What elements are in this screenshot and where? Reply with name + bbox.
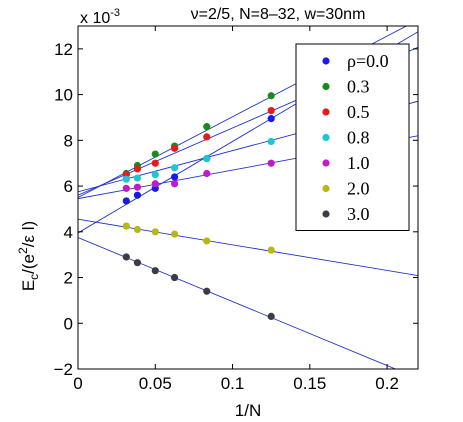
legend-marker [322, 82, 330, 91]
data-point [133, 183, 142, 191]
y-tick-label: 4 [64, 223, 73, 242]
legend-label: 1.0 [347, 153, 370, 173]
data-point [122, 253, 130, 261]
data-point [170, 273, 179, 282]
legend-marker [322, 184, 330, 193]
legend-label: 0.5 [347, 102, 370, 122]
data-point [133, 259, 142, 267]
legend-box [295, 43, 410, 231]
legend-label: 0.3 [347, 77, 370, 97]
data-point [151, 171, 159, 179]
exponent-power: -3 [110, 7, 120, 19]
y-tick-label: 6 [64, 177, 73, 196]
legend: ρ=0.0 0.3 0.5 0.8 1.0 2.0 3.0 [295, 43, 410, 231]
data-point [267, 115, 275, 123]
data-point [203, 287, 211, 295]
x-tick-label: 0.05 [139, 374, 172, 393]
y-tick-label: 10 [54, 86, 73, 105]
data-point [151, 267, 159, 275]
legend-label: 0.8 [347, 128, 370, 148]
y-tick-label: −2 [54, 360, 73, 379]
data-point [151, 180, 159, 188]
data-point [122, 222, 130, 230]
data-point [170, 180, 179, 188]
y-tick-label: 8 [64, 131, 73, 150]
data-point [203, 123, 211, 131]
y-tick-label: 12 [54, 40, 73, 59]
data-point [267, 107, 275, 115]
x-axis: 0 0.05 0.1 0.15 0.2 [73, 26, 399, 393]
data-point [133, 174, 142, 182]
data-point [122, 175, 130, 183]
data-point [203, 169, 211, 178]
data-point [170, 230, 179, 238]
data-point [267, 92, 275, 100]
data-point [267, 159, 275, 167]
x-tick-label: 0.1 [221, 374, 245, 393]
data-points [122, 92, 275, 321]
data-point [170, 164, 179, 172]
y-tick-label: 2 [64, 269, 73, 288]
data-point [133, 225, 142, 234]
x-axis-label: 1/N [235, 401, 261, 420]
data-point [203, 155, 211, 163]
y-tick-label: 0 [64, 314, 73, 333]
plot-frame [77, 25, 419, 370]
data-point [151, 150, 159, 158]
legend-label: 2.0 [347, 179, 370, 199]
data-point [170, 173, 179, 181]
data-point [267, 246, 275, 254]
x-tick-label: 0.2 [375, 374, 399, 393]
y-axis-label: Ec/(e2/ε l) [16, 221, 41, 291]
data-point [203, 237, 211, 245]
chart-title: ν=2/5, N=8–32, w=30nm [191, 6, 366, 23]
y-axis: −2 0 2 4 6 8 10 12 [54, 40, 418, 379]
data-point [267, 312, 275, 321]
data-point [203, 133, 211, 141]
x-tick-label: 0.15 [293, 374, 326, 393]
legend-marker [322, 210, 330, 218]
data-point [151, 159, 159, 167]
data-point [267, 137, 275, 146]
x-tick-label: 0 [73, 374, 82, 393]
exponent-label: x 10-3 [80, 7, 120, 27]
data-point [133, 191, 142, 199]
legend-marker [322, 159, 330, 167]
legend-marker [322, 108, 330, 116]
legend-label: ρ=0.0 [347, 51, 389, 71]
legend-label: 3.0 [347, 204, 370, 224]
exponent-base: x 10 [80, 10, 110, 27]
legend-marker [322, 133, 330, 142]
data-point [133, 165, 142, 173]
data-point [151, 228, 159, 236]
data-point [170, 144, 179, 152]
data-point [122, 184, 130, 192]
legend-marker [322, 57, 330, 65]
data-point [122, 197, 130, 205]
